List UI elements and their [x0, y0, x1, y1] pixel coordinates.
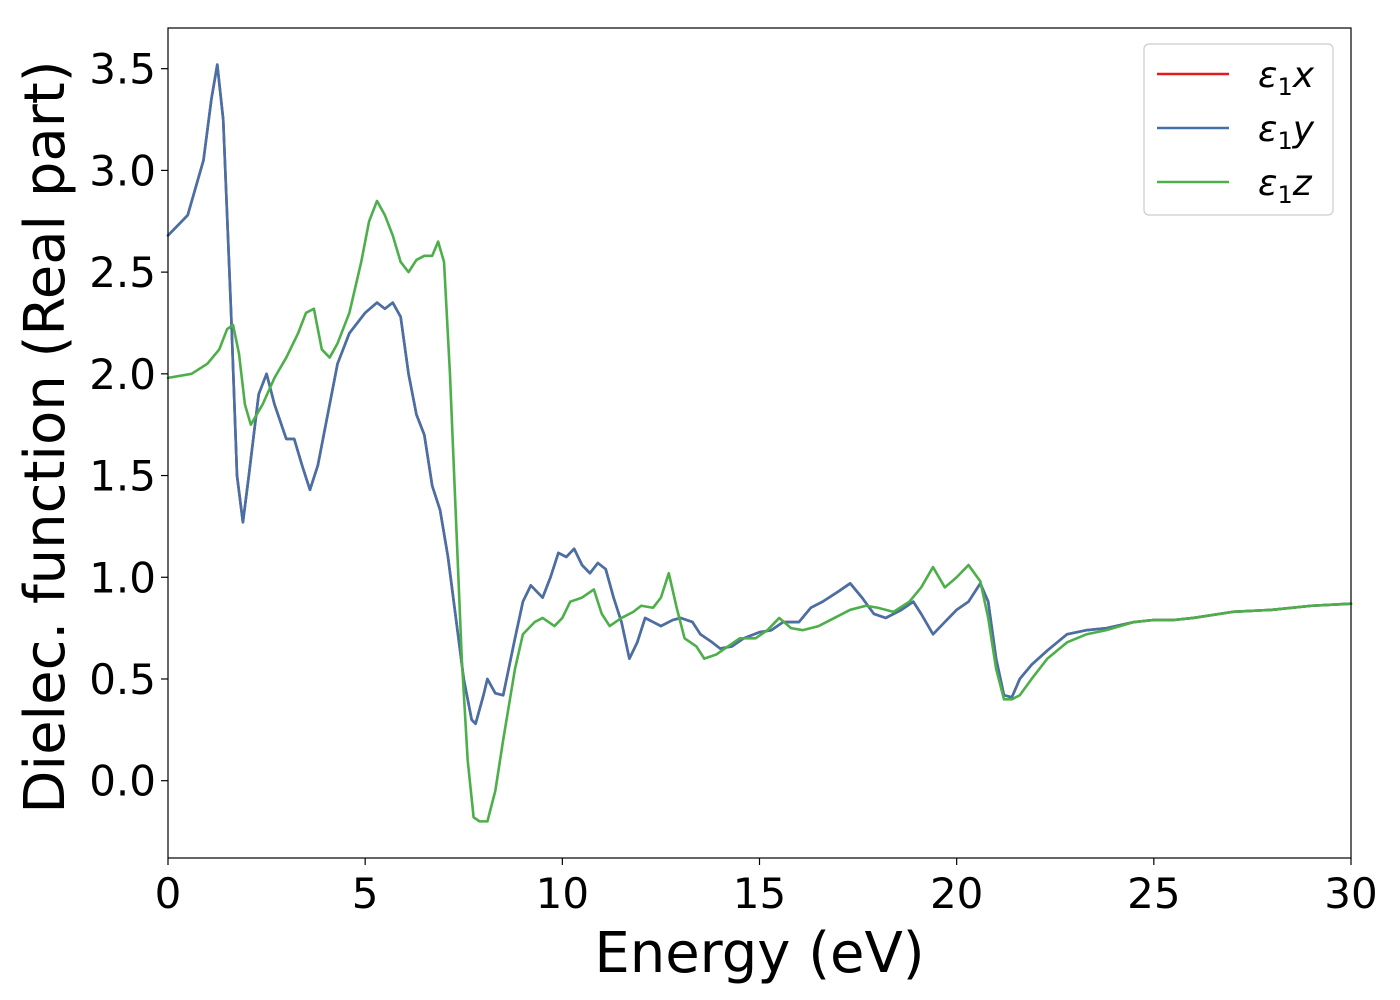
plot-frame — [167, 27, 1352, 859]
y-tick-label: 2.5 — [89, 248, 156, 297]
y-tick-label: 3.5 — [89, 45, 156, 94]
plot-lines — [166, 63, 1353, 823]
y-tick-label: 3.0 — [89, 146, 156, 195]
legend-label-x: ε1x — [1258, 55, 1315, 101]
legend-label-z: ε1z — [1258, 163, 1313, 209]
series-line-y — [166, 63, 1353, 726]
legend-subscript: 1 — [1277, 127, 1292, 155]
legend-symbol: ε — [1258, 163, 1277, 204]
legend-subscript: 1 — [1277, 181, 1292, 209]
legend-subscript: 1 — [1277, 73, 1292, 101]
legend-label-y: ε1y — [1258, 109, 1315, 155]
y-tick-label: 2.0 — [89, 350, 156, 399]
x-tick-label: 25 — [1127, 869, 1180, 918]
y-tick-label: 1.5 — [89, 452, 156, 501]
legend-variable: z — [1292, 163, 1313, 204]
x-axis-title: Energy (eV) — [594, 921, 924, 986]
series-line-z — [166, 199, 1353, 823]
x-tick-label: 10 — [536, 869, 589, 918]
y-tick-label: 0.0 — [89, 757, 156, 806]
y-ticks: 0.0 0.5 1.0 1.5 2.0 2.5 3.0 3.5 — [89, 45, 168, 806]
legend-symbol: ε — [1258, 55, 1277, 96]
legend-variable: x — [1292, 55, 1315, 96]
y-axis-title: Dielec. function (Real part) — [13, 60, 78, 813]
x-ticks: 0 5 10 15 20 25 30 — [155, 858, 1378, 918]
y-tick-label: 1.0 — [89, 553, 156, 602]
x-tick-label: 0 — [155, 869, 182, 918]
x-tick-label: 30 — [1324, 869, 1377, 918]
legend-symbol: ε — [1258, 109, 1277, 150]
x-tick-label: 5 — [352, 869, 379, 918]
x-tick-label: 20 — [930, 869, 983, 918]
x-tick-label: 15 — [733, 869, 786, 918]
y-tick-label: 0.5 — [89, 655, 156, 704]
legend-variable: y — [1292, 109, 1315, 150]
legend-box — [1143, 43, 1334, 216]
